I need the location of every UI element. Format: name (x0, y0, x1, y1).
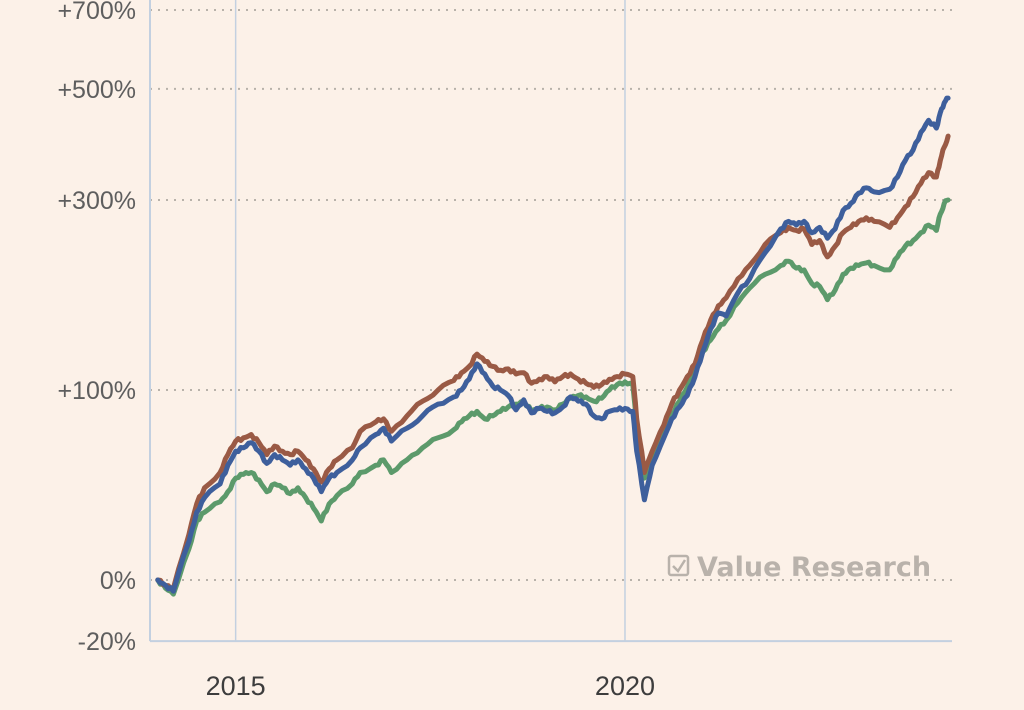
watermark-text: Value Research (697, 552, 931, 583)
series-line (155, 133, 951, 592)
vertical-year-lines (234, 0, 626, 642)
series-line (155, 95, 951, 594)
checkbox-icon (667, 554, 690, 577)
y-tick-label: +700% (57, 0, 136, 25)
watermark: Value Research (667, 552, 931, 583)
axes (149, 0, 952, 643)
series-lines (155, 95, 951, 597)
grid-lines (150, 9, 952, 581)
y-tick-labels: +700% +500% +300% +100% 0% -20% (57, 0, 136, 656)
x-tick-label: 2015 (206, 671, 266, 701)
y-tick-label: +300% (57, 187, 136, 215)
x-tick-label: 2020 (595, 671, 655, 701)
y-tick-label: -20% (78, 628, 136, 656)
x-tick-labels: 2015 2020 (206, 671, 655, 701)
y-tick-label: +100% (57, 377, 136, 405)
y-tick-label: 0% (100, 567, 136, 595)
y-tick-label: +500% (57, 76, 136, 104)
